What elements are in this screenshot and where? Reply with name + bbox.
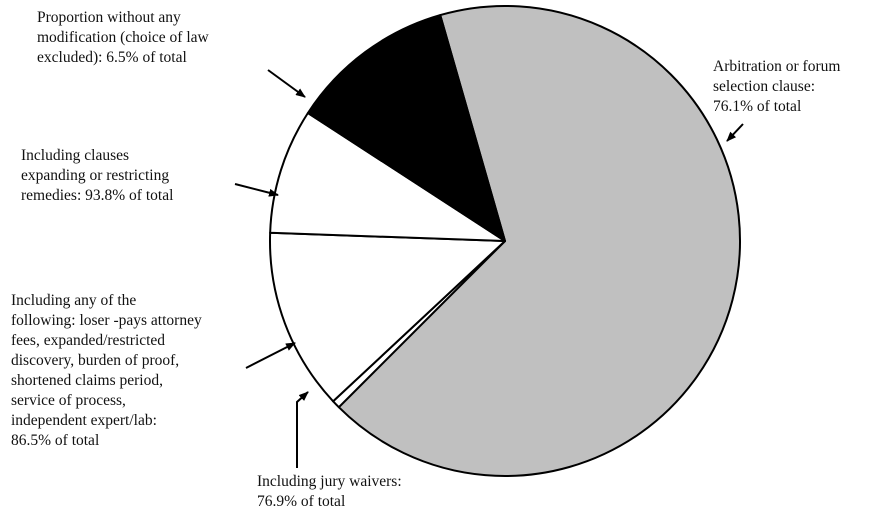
pie-slice-fees — [269, 231, 506, 403]
arrow-jury — [296, 391, 309, 468]
pie-slice-arbitration — [337, 5, 741, 477]
arrow-arbitration — [726, 123, 744, 142]
label-fees: Including any of the following: loser -p… — [11, 292, 202, 449]
label-modification: Proportion without any modification (cho… — [37, 9, 209, 66]
pie-slice-remedies — [269, 112, 506, 242]
arrow-modification — [267, 69, 306, 98]
label-jury: Including jury waivers: 76.9% of total — [257, 473, 402, 510]
pie-slice-modification — [306, 14, 506, 242]
arrow-remedies — [234, 183, 279, 197]
label-remedies: Including clauses expanding or restricti… — [21, 147, 174, 204]
label-arbitration: Arbitration or forum selection clause: 7… — [713, 58, 841, 115]
arrow-fees — [245, 342, 296, 369]
